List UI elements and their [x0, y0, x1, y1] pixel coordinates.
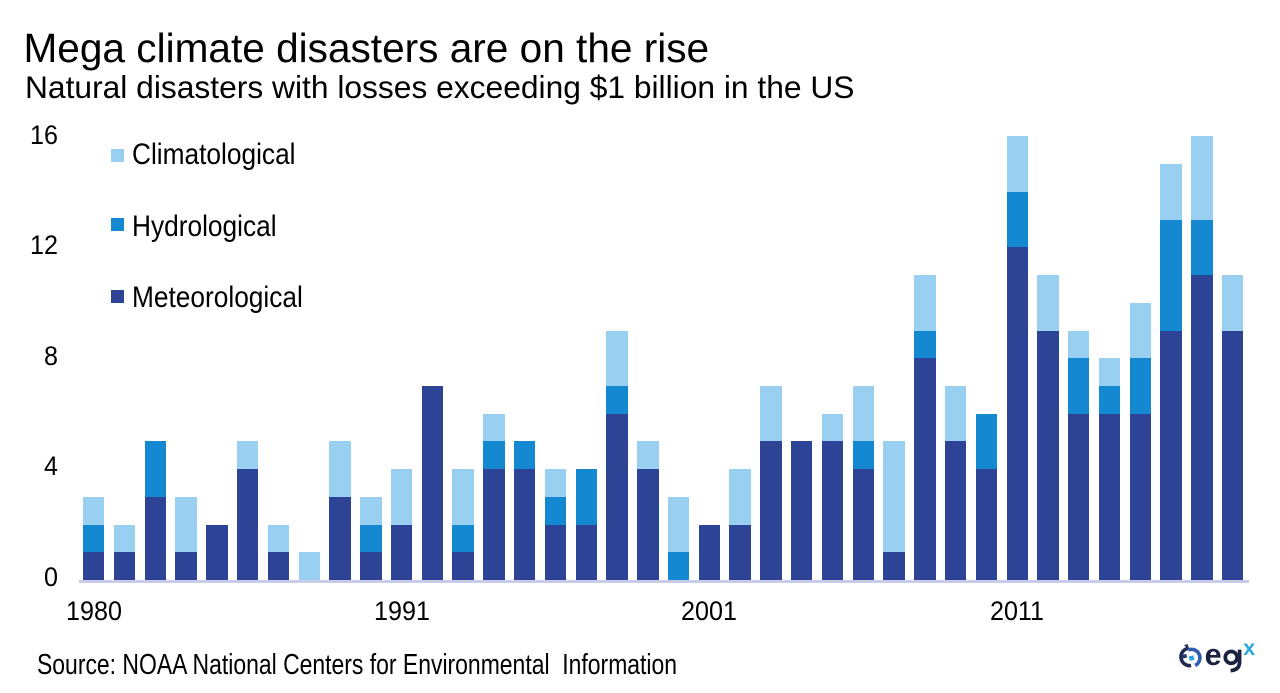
svg-text:e: e	[1205, 638, 1222, 672]
svg-text:x: x	[1243, 638, 1255, 660]
